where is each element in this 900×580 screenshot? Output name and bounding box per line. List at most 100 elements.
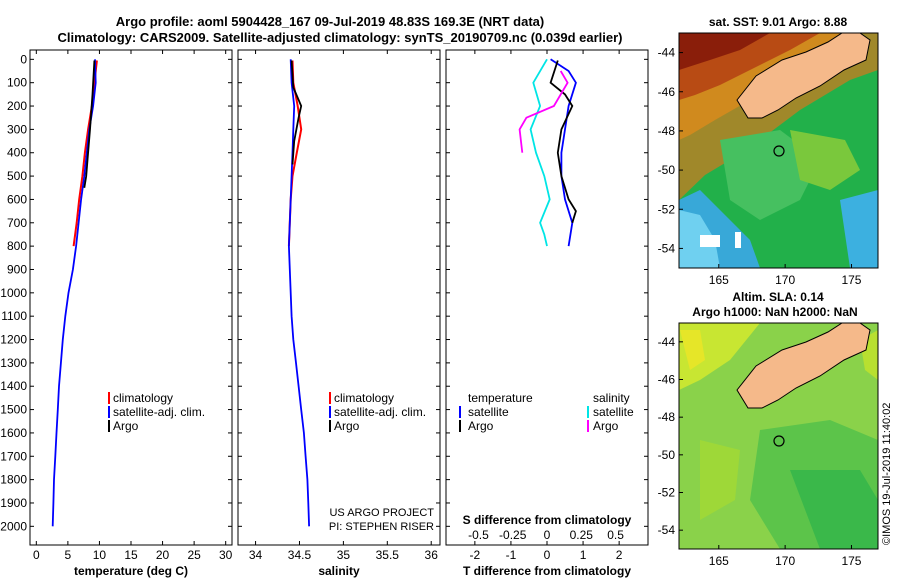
map-lat-label: -54 (658, 523, 676, 537)
map-lat-label: -48 (658, 410, 676, 424)
map-lon-label: 170 (775, 554, 795, 568)
legend-label-temp-argo: Argo (468, 419, 494, 433)
series-line-temperature-satellite (550, 58, 577, 247)
map-lat-label: -52 (658, 202, 676, 216)
sst-map (679, 33, 878, 268)
depth-tick-label: 1800 (0, 473, 27, 487)
top-tick-label: -0.5 (468, 528, 489, 542)
top-tick-label: -0.25 (499, 528, 527, 542)
depth-tick-label: 1200 (0, 333, 27, 347)
series-line-salinity-argo (518, 70, 569, 153)
legend-label-argo: Argo (334, 419, 360, 433)
x-tick-label: 5 (65, 548, 72, 562)
top-tick-label: 0.5 (607, 528, 624, 542)
series-line-temperature-argo (549, 60, 577, 224)
depth-tick-label: 0 (20, 52, 27, 66)
depth-tick-label: 1000 (0, 286, 27, 300)
series-line-argo (290, 60, 303, 165)
x-tick-label: 25 (187, 548, 201, 562)
legend-label-sal-satellite: satellite (593, 405, 634, 419)
x-tick-label: 2 (616, 548, 623, 562)
temperature-legend: climatology satellite-adj. clim. Argo (108, 391, 205, 433)
credit-line2: PI: STEPHEN RISER (329, 521, 434, 533)
series-line-argo (83, 60, 96, 188)
depth-tick-label: 1900 (0, 496, 27, 510)
legend-label-temp-satellite: satellite (468, 405, 509, 419)
x-tick-label: 1 (580, 548, 587, 562)
series-line-satellite-adj-clim- (287, 59, 310, 527)
depth-tick-label: 1600 (0, 426, 27, 440)
difference-panel (445, 49, 649, 546)
sla-map-title2: Argo h1000: NaN h2000: NaN (692, 305, 857, 319)
map-lon-label: 165 (709, 554, 729, 568)
legend-title-temperature: temperature (468, 391, 533, 405)
series-line-salinity-satellite (529, 58, 551, 247)
x-tick-label: 34.5 (288, 548, 312, 562)
x-tick-label: -1 (506, 548, 517, 562)
sst-map-title: sat. SST: 9.01 Argo: 8.88 (709, 15, 848, 29)
depth-tick-label: 200 (7, 99, 27, 113)
x-tick-label: 35 (337, 548, 351, 562)
x-tick-label: 10 (93, 548, 107, 562)
temperature-panel (29, 49, 233, 546)
sla-map (679, 323, 878, 549)
map-lat-label: -52 (658, 486, 676, 500)
sst-map-frame (678, 32, 879, 269)
map-lon-label: 175 (841, 273, 861, 287)
map-lat-label: -50 (658, 163, 676, 177)
depth-tick-label: 100 (7, 76, 27, 90)
map-lon-label: 170 (775, 273, 795, 287)
difference-legend: temperature satellite Argo salinity sate… (459, 391, 634, 433)
sla-map-axes: -44 -46 -48 -50 -52 -54 165 170 175 (658, 335, 862, 568)
map-lat-label: -50 (658, 448, 676, 462)
top-tick-label: 0.25 (570, 528, 594, 542)
x-tick-label: 15 (124, 548, 138, 562)
difference-plot: -2 -1 0 1 2 -0.5 -0.25 0 0.25 0.5 (468, 50, 624, 562)
salinity-legend: climatology satellite-adj. clim. Argo (329, 391, 426, 433)
map-lat-label: -46 (658, 373, 676, 387)
depth-axis: 0 100 200 300 400 500 600 700 800 900 1000 1100 1200… (0, 52, 648, 533)
map-lat-label: -48 (658, 124, 676, 138)
depth-tick-label: 1500 (0, 403, 27, 417)
header-line1: Argo profile: aoml 5904428_167 09-Jul-20… (116, 14, 544, 29)
legend-title-salinity: salinity (593, 391, 630, 405)
x-tick-label: 20 (156, 548, 170, 562)
depth-tick-label: 1700 (0, 449, 27, 463)
difference-top-label: S difference from climatology (463, 513, 632, 527)
salinity-xlabel: salinity (318, 564, 360, 578)
map-lat-label: -44 (658, 46, 676, 60)
float-position-marker (773, 435, 785, 447)
x-tick-label: -2 (470, 548, 481, 562)
header-line2: Climatology: CARS2009. Satellite-adjuste… (58, 30, 623, 45)
legend-label-satellite: satellite-adj. clim. (113, 405, 205, 419)
difference-xlabel: T difference from climatology (463, 564, 631, 578)
legend-label-climatology: climatology (334, 391, 394, 405)
credit-line1: US ARGO PROJECT (329, 507, 434, 519)
sla-map-frame (678, 322, 879, 550)
map-lon-label: 165 (709, 273, 729, 287)
top-tick-label: 0 (544, 528, 551, 542)
sst-map-axes: -44 -46 -48 -50 -52 -54 165 170 175 (658, 46, 862, 287)
legend-label-argo: Argo (113, 419, 139, 433)
salinity-plot: 34 34.5 35 35.5 36 (249, 50, 438, 562)
salinity-panel (237, 49, 441, 546)
map-lat-label: -44 (658, 335, 676, 349)
x-tick-label: 35.5 (376, 548, 400, 562)
sla-map-title1: Altim. SLA: 0.14 (732, 290, 824, 304)
map-lat-label: -46 (658, 85, 676, 99)
x-tick-label: 34 (249, 548, 263, 562)
watermark: ©IMOS 19-Jul-2019 11:40:02 (881, 403, 893, 545)
x-tick-label: 30 (219, 548, 233, 562)
depth-tick-label: 400 (7, 146, 27, 160)
depth-tick-label: 900 (7, 262, 27, 276)
x-tick-label: 0 (544, 548, 551, 562)
map-lat-label: -54 (658, 241, 676, 255)
depth-tick-label: 1300 (0, 356, 27, 370)
depth-tick-label: 300 (7, 122, 27, 136)
x-tick-label: 0 (33, 548, 40, 562)
depth-tick-label: 1400 (0, 379, 27, 393)
temperature-xlabel: temperature (deg C) (74, 564, 188, 578)
depth-tick-label: 800 (7, 239, 27, 253)
depth-tick-label: 1100 (1, 309, 27, 323)
